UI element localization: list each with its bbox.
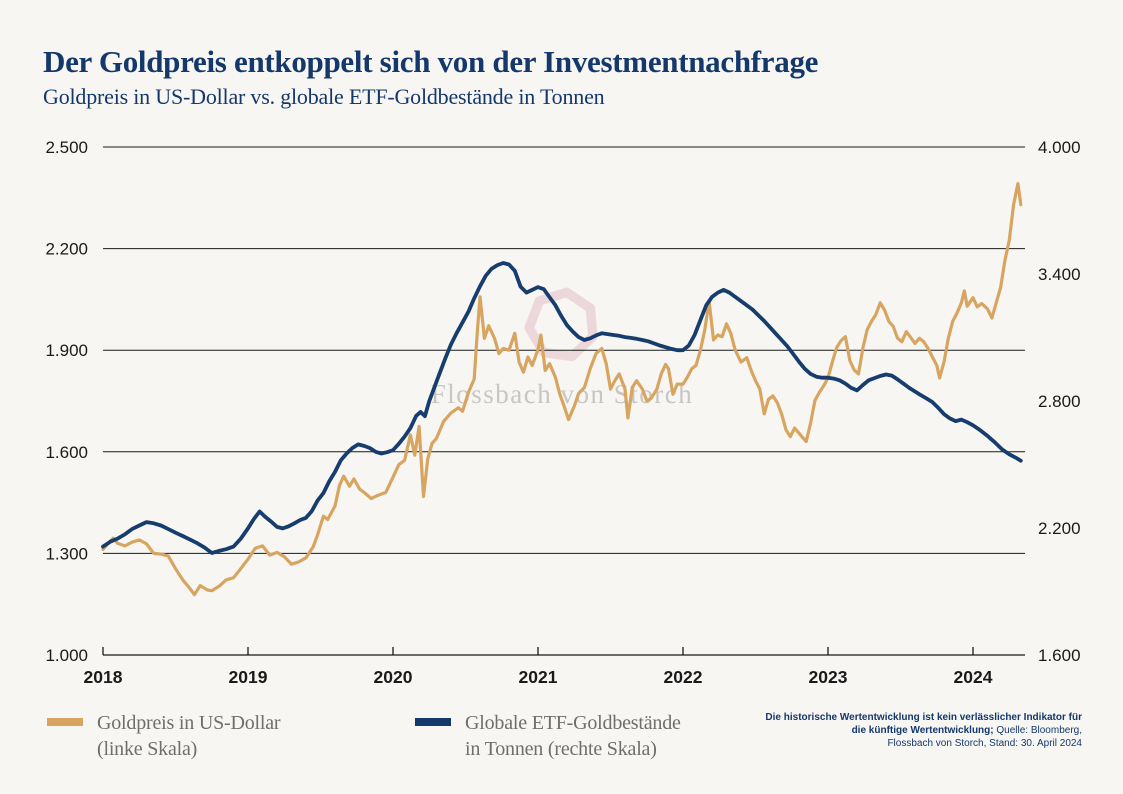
y-axis-right-tick-label: 1.600 xyxy=(1038,646,1081,665)
x-axis-label: 2024 xyxy=(954,667,993,687)
y-axis-left-tick-label: 2.500 xyxy=(45,138,88,157)
etf-goldbestaende-line xyxy=(101,261,1023,555)
y-axis-left-tick-label: 1.300 xyxy=(45,544,88,563)
y-axis-right-tick-label: 3.400 xyxy=(1038,265,1081,284)
y-axis-right-labels: 4.000 3.400 2.800 2.200 1.600 xyxy=(1038,138,1081,665)
fvs-logo-ring-watermark xyxy=(524,287,598,362)
y-axis-right-tick-label: 2.800 xyxy=(1038,392,1081,411)
legend-item-goldpreis: Goldpreis in US-Dollar (linke Skala) xyxy=(47,710,281,762)
y-axis-right-tick-label: 4.000 xyxy=(1038,138,1081,157)
x-axis-label: 2019 xyxy=(229,667,268,687)
goldpreis-legend-label: Goldpreis in US-Dollar (linke Skala) xyxy=(97,712,281,760)
x-axis-label: 2020 xyxy=(374,667,413,687)
page-title: Der Goldpreis entkoppelt sich von der In… xyxy=(43,44,819,79)
gridlines xyxy=(103,146,1025,656)
y-axis-left-tick-label: 1.900 xyxy=(45,341,88,360)
y-axis-left-tick-label: 1.600 xyxy=(45,443,88,462)
y-axis-left-labels: 2.500 2.200 1.900 1.600 1.300 1.000 xyxy=(45,138,88,665)
etf-legend-label: Globale ETF-Goldbestände in Tonnen (rech… xyxy=(465,712,681,760)
etf-series-swatch xyxy=(415,718,451,726)
y-axis-right-tick-label: 2.200 xyxy=(1038,519,1081,538)
goldpreis-line xyxy=(101,182,1023,597)
x-axis-label: 2022 xyxy=(664,667,703,687)
page-subtitle: Goldpreis in US-Dollar vs. globale ETF-G… xyxy=(43,84,605,109)
x-axis-label: 2018 xyxy=(84,667,123,687)
y-axis-left-tick-label: 1.000 xyxy=(45,646,88,665)
goldpreis-series-swatch xyxy=(47,718,83,726)
source-disclaimer: Die historische Wertentwicklung ist kein… xyxy=(765,712,1082,749)
legend-item-etf-goldbestaende: Globale ETF-Goldbestände in Tonnen (rech… xyxy=(415,710,681,762)
y-axis-left-tick-label: 2.200 xyxy=(45,240,88,259)
x-axis: 2018 2019 2020 2021 2022 2023 2024 xyxy=(84,647,993,687)
x-axis-label: 2023 xyxy=(809,667,848,687)
x-axis-label: 2021 xyxy=(519,667,558,687)
